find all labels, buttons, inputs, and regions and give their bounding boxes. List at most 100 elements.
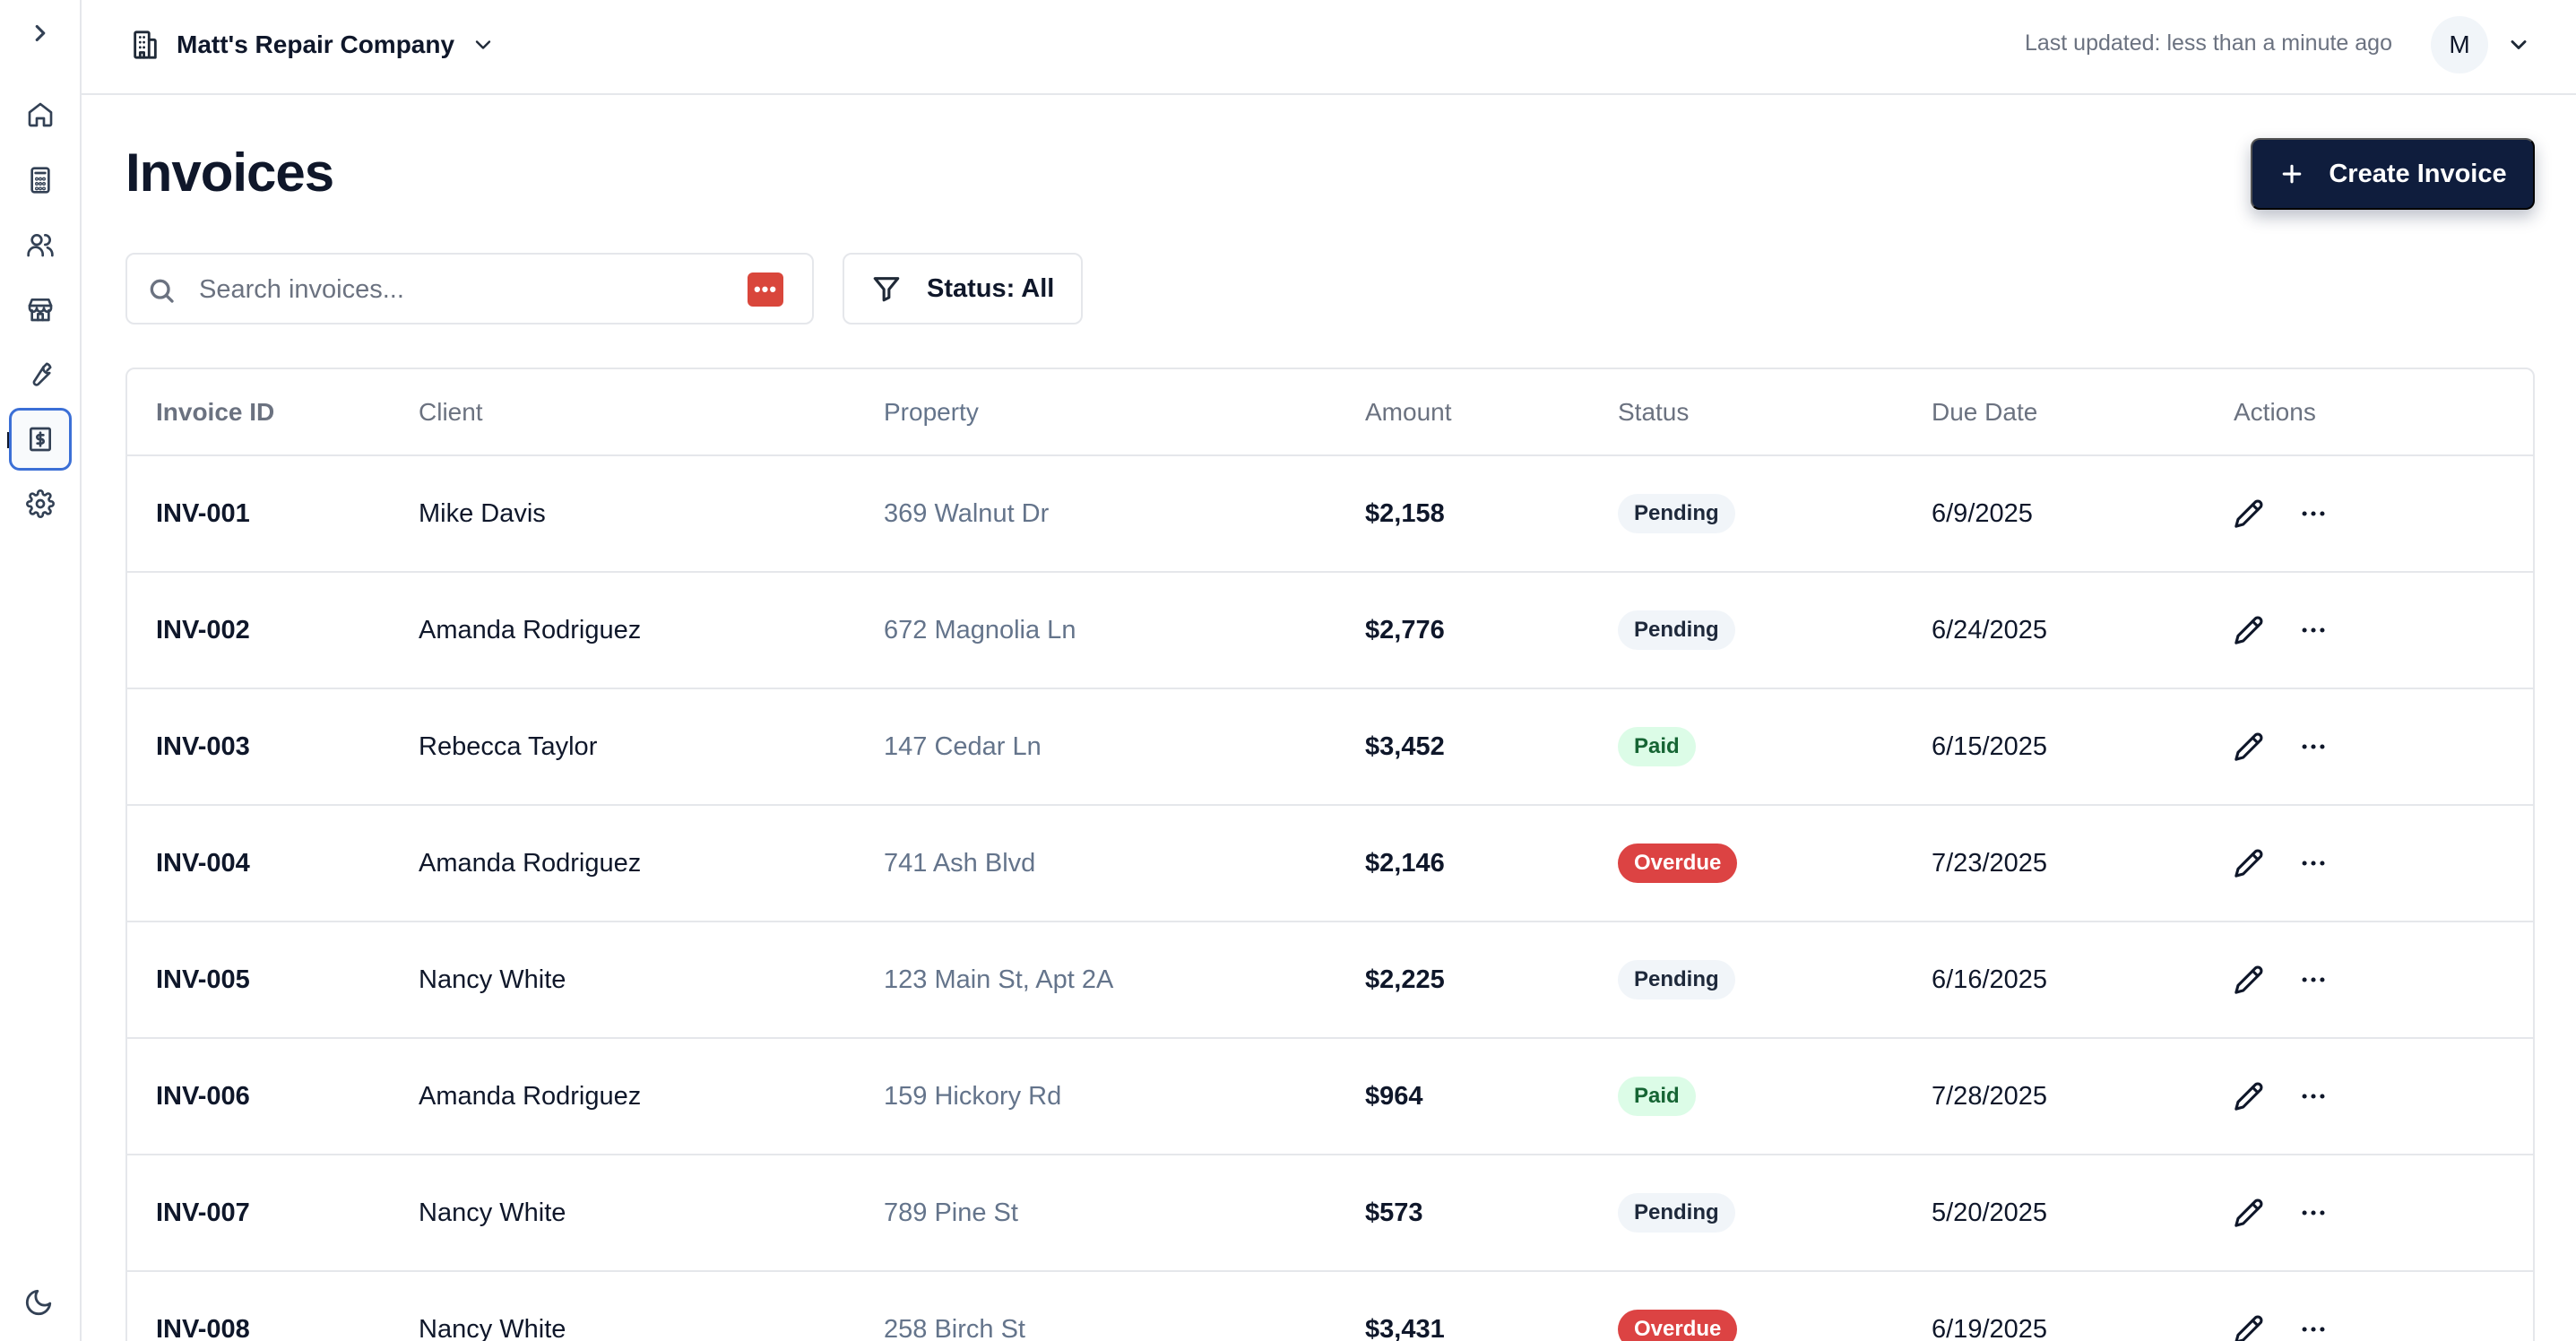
more-options-icon[interactable] (2298, 848, 2329, 878)
header-client[interactable]: Client (419, 369, 884, 456)
chevron-down-icon (475, 40, 491, 49)
due-date: 7/28/2025 (1932, 1038, 2234, 1155)
plus-icon (2283, 164, 2302, 184)
chevron-down-icon[interactable] (2506, 32, 2531, 57)
more-options-icon[interactable] (2298, 1314, 2329, 1341)
home-icon (28, 102, 53, 127)
company-switcher[interactable]: Matt's Repair Company (130, 25, 496, 65)
table-row[interactable]: INV-005 Nancy White 123 Main St, Apt 2A … (127, 921, 2533, 1039)
page-title: Invoices (125, 143, 334, 203)
filter-icon (873, 277, 900, 302)
invoices-table: Invoice ID Client Property Amount Status… (125, 368, 2535, 1341)
table-row[interactable]: INV-004 Amanda Rodriguez 741 Ash Blvd $2… (127, 805, 2533, 922)
header-due-date[interactable]: Due Date (1932, 369, 2234, 456)
property-link[interactable]: 159 Hickory Rd (884, 1038, 1365, 1155)
chevron-right-icon[interactable] (27, 20, 54, 47)
invoice-id: INV-001 (127, 455, 419, 573)
header-actions: Actions (2234, 369, 2533, 456)
due-date: 6/19/2025 (1932, 1271, 2234, 1341)
edit-pencil-icon[interactable] (2234, 1314, 2264, 1341)
due-date: 5/20/2025 (1932, 1155, 2234, 1272)
status-badge: Overdue (1618, 844, 1738, 883)
sidebar-item-estimates[interactable] (9, 149, 72, 212)
row-actions (2234, 1314, 2533, 1341)
gear-icon (26, 489, 55, 518)
header-invoice-id[interactable]: Invoice ID (127, 369, 419, 456)
top-header: Matt's Repair Company Last updated: less… (82, 0, 2576, 95)
status-filter-label: Status: All (927, 273, 1055, 303)
row-actions (2234, 965, 2533, 995)
edit-pencil-icon[interactable] (2234, 731, 2264, 762)
more-options-icon[interactable] (2298, 498, 2329, 529)
due-date: 6/24/2025 (1932, 572, 2234, 689)
more-options-icon[interactable] (2298, 965, 2329, 995)
table-row[interactable]: INV-001 Mike Davis 369 Walnut Dr $2,158 … (127, 455, 2533, 573)
more-options-icon[interactable] (2298, 1198, 2329, 1228)
client-name: Amanda Rodriguez (419, 572, 884, 689)
property-link[interactable]: 741 Ash Blvd (884, 805, 1365, 922)
sidebar-item-home[interactable] (9, 83, 72, 146)
amount: $2,158 (1365, 455, 1618, 573)
edit-pencil-icon[interactable] (2234, 1081, 2264, 1112)
table-header-row: Invoice ID Client Property Amount Status… (127, 369, 2533, 456)
sidebar-item-settings[interactable] (9, 472, 72, 535)
sidebar-item-jobs[interactable] (9, 342, 72, 405)
moon-icon[interactable] (23, 1287, 54, 1318)
header-property[interactable]: Property (884, 369, 1365, 456)
avatar[interactable]: M (2431, 16, 2488, 74)
row-actions (2234, 1081, 2533, 1112)
status-filter-button[interactable]: Status: All (843, 253, 1083, 324)
status-badge: Pending (1618, 960, 1735, 999)
edit-pencil-icon[interactable] (2234, 848, 2264, 878)
client-name: Nancy White (419, 1271, 884, 1341)
amount: $2,146 (1365, 805, 1618, 922)
amount: $2,776 (1365, 572, 1618, 689)
edit-pencil-icon[interactable] (2234, 498, 2264, 529)
property-link[interactable]: 789 Pine St (884, 1155, 1365, 1272)
property-link[interactable]: 369 Walnut Dr (884, 455, 1365, 573)
more-options-icon[interactable] (2298, 1081, 2329, 1112)
search-input[interactable] (199, 271, 719, 308)
row-actions (2234, 848, 2533, 878)
property-link[interactable]: 147 Cedar Ln (884, 688, 1365, 806)
sidebar-item-properties[interactable] (9, 278, 72, 341)
amount: $3,452 (1365, 688, 1618, 806)
status-badge: Paid (1618, 727, 1696, 766)
create-invoice-button[interactable]: Create Invoice (2251, 138, 2535, 210)
invoice-id: INV-008 (127, 1271, 419, 1341)
building-icon (134, 30, 157, 59)
receipt-dollar-icon (30, 427, 51, 452)
sidebar-item-invoices[interactable] (9, 408, 72, 471)
sidebar-item-clients[interactable] (9, 213, 72, 276)
table-row[interactable]: INV-002 Amanda Rodriguez 672 Magnolia Ln… (127, 572, 2533, 689)
invoice-id: INV-003 (127, 688, 419, 806)
client-name: Nancy White (419, 921, 884, 1039)
password-manager-icon[interactable]: ••• (748, 273, 783, 307)
status-badge: Overdue (1618, 1310, 1738, 1341)
property-link[interactable]: 258 Birch St (884, 1271, 1365, 1341)
status-badge: Pending (1618, 1193, 1735, 1233)
last-updated-text: Last updated: less than a minute ago (2024, 30, 2392, 56)
due-date: 6/16/2025 (1932, 921, 2234, 1039)
client-name: Mike Davis (419, 455, 884, 573)
more-options-icon[interactable] (2298, 731, 2329, 762)
edit-pencil-icon[interactable] (2234, 965, 2264, 995)
header-status[interactable]: Status (1618, 369, 1932, 456)
table-row[interactable]: INV-003 Rebecca Taylor 147 Cedar Ln $3,4… (127, 688, 2533, 806)
table-row[interactable]: INV-006 Amanda Rodriguez 159 Hickory Rd … (127, 1038, 2533, 1155)
edit-pencil-icon[interactable] (2234, 615, 2264, 645)
table-row[interactable]: INV-008 Nancy White 258 Birch St $3,431 … (127, 1271, 2533, 1341)
property-link[interactable]: 123 Main St, Apt 2A (884, 921, 1365, 1039)
store-icon (28, 298, 53, 322)
sidebar (0, 0, 82, 1341)
client-name: Rebecca Taylor (419, 688, 884, 806)
header-amount[interactable]: Amount (1365, 369, 1618, 456)
due-date: 6/15/2025 (1932, 688, 2234, 806)
edit-pencil-icon[interactable] (2234, 1198, 2264, 1228)
invoice-id: INV-002 (127, 572, 419, 689)
property-link[interactable]: 672 Magnolia Ln (884, 572, 1365, 689)
row-actions (2234, 615, 2533, 645)
more-options-icon[interactable] (2298, 615, 2329, 645)
table-row[interactable]: INV-007 Nancy White 789 Pine St $573 Pen… (127, 1155, 2533, 1272)
due-date: 7/23/2025 (1932, 805, 2234, 922)
